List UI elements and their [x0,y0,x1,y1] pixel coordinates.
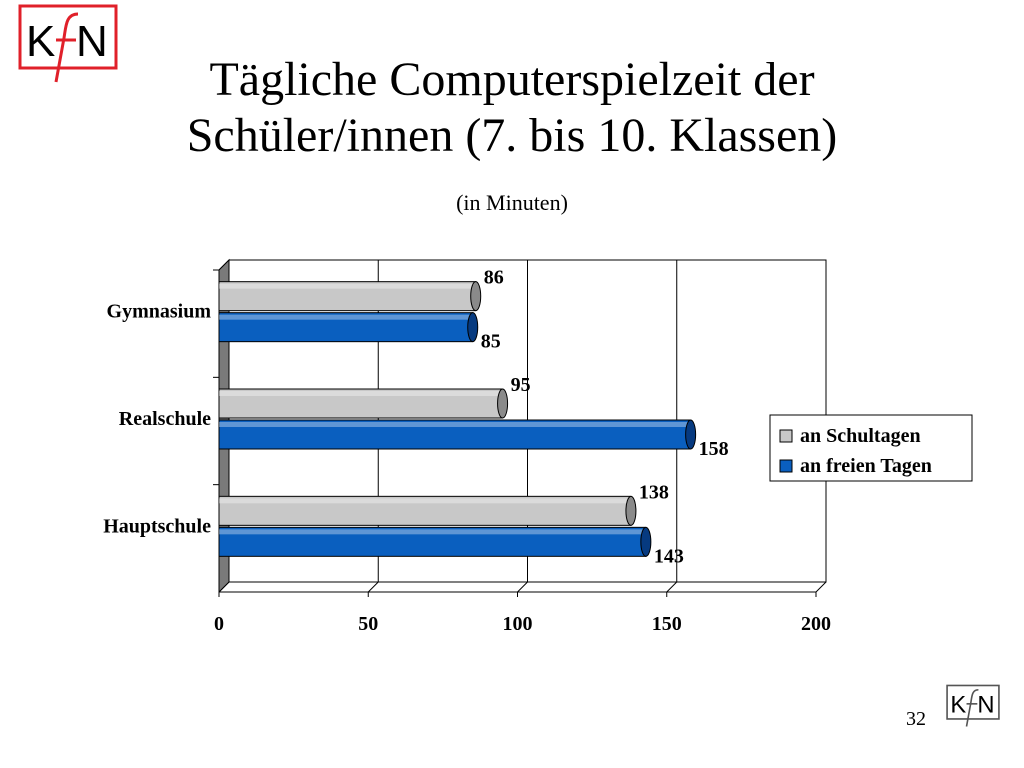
x-tick-label: 150 [652,613,682,635]
bar-highlight [219,283,476,289]
category-label: Gymnasium [107,301,212,323]
bar-group [218,281,482,312]
slide-title: Tägliche Computerspielzeit der Schüler/i… [0,52,1024,164]
bar-highlight [219,422,691,427]
slide-title-line-2: Schüler/innen (7. bis 10. Klassen) [186,109,838,162]
svg-text:N: N [977,691,994,718]
bar-group [218,388,509,419]
category-label: Realschule [119,408,211,430]
bar-end-cap [640,526,652,557]
bar [218,419,692,450]
legend-box [769,414,973,482]
bar-end-cap [497,388,509,419]
bar-highlight [219,314,473,320]
bar-chart: 0 50 100 150 200 Gymnasium 86 85 Realschule 95 158… [103,258,973,635]
bar-highlight [219,498,631,504]
bar-end-cap [685,419,697,450]
bar-value-label: 138 [639,481,669,503]
slide-number: 32 [906,708,926,730]
x-tick-label: 0 [214,613,224,635]
bar-highlight [219,391,503,396]
bar [218,281,477,312]
gridline-floor [367,581,379,593]
slide-title-line-1: Tägliche Computerspielzeit der [209,53,815,106]
legend-swatch [779,429,793,443]
bar-group [218,312,479,343]
kfn-logo: K N [18,4,118,83]
category-label: Hauptschule [103,515,211,537]
svg-text:N: N [76,17,108,66]
bar-group [218,526,652,557]
x-tick-label: 100 [503,613,533,635]
bar-value-label: 158 [699,438,729,460]
bar-value-label: 143 [654,545,684,567]
bar-highlight [219,529,646,535]
slide-subtitle: (in Minuten) [456,190,568,215]
gridline-floor [666,581,678,593]
bar-end-cap [467,312,479,343]
bar-group [218,495,637,526]
svg-text:K: K [950,691,966,718]
kfn-logo-small: K N [946,684,1000,727]
x-tick-label: 50 [358,613,378,635]
gridline-floor [517,581,528,593]
bar-group [218,419,697,450]
x-tick-label: 200 [801,613,831,635]
bar-end-cap [625,495,637,526]
bar-end-cap [470,281,482,312]
bar [218,526,647,557]
bar [218,495,632,526]
legend-label: an freien Tagen [800,455,932,477]
svg-text:K: K [26,17,55,66]
bar-value-label: 95 [511,374,531,396]
legend-swatch [779,459,793,473]
gridline-floor [815,581,827,593]
bar-value-label: 86 [484,267,504,289]
legend-label: an Schultagen [800,425,921,447]
bar-value-label: 85 [481,331,501,353]
